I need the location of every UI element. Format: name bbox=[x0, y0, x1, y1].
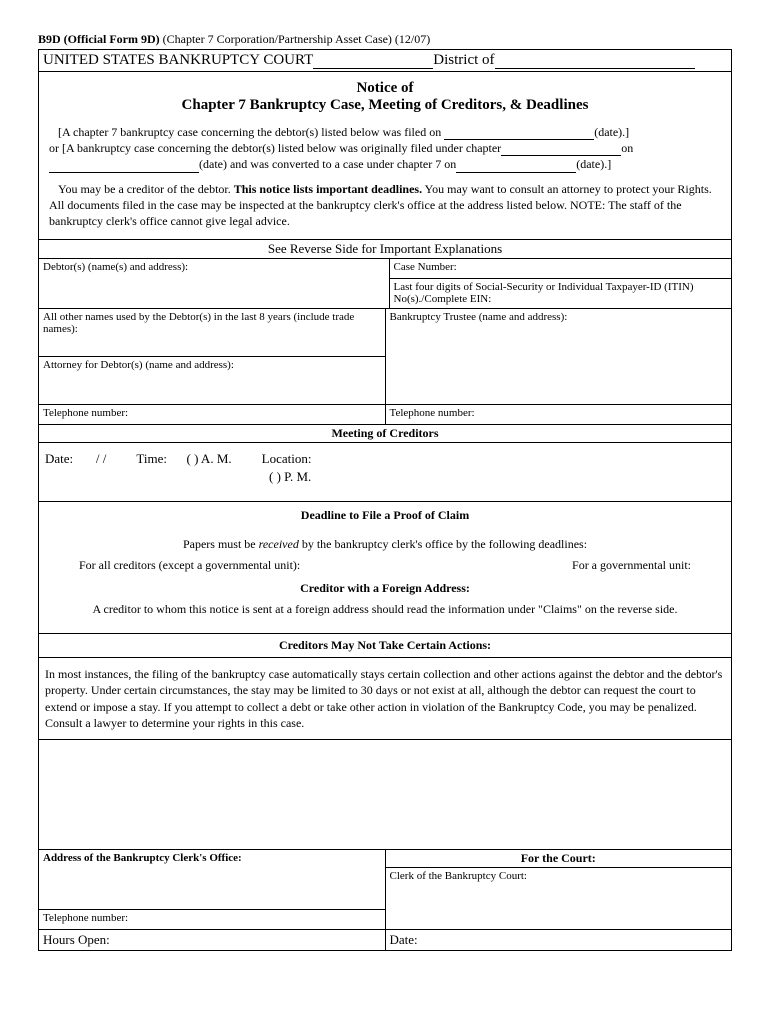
bottom-date-cell: Date: bbox=[386, 930, 732, 950]
other-names-label: All other names used by the Debtor(s) in… bbox=[43, 311, 354, 335]
case-number-label: Case Number: bbox=[394, 261, 457, 273]
intro-l3a: (date) and was converted to a case under… bbox=[199, 157, 456, 171]
form-header: B9D (Official Form 9D) (Chapter 7 Corpor… bbox=[38, 32, 732, 47]
bottom-phone-label: Telephone number: bbox=[43, 912, 128, 924]
meeting-location-label: Location: bbox=[262, 451, 312, 467]
hours-open-label: Hours Open: bbox=[43, 932, 110, 947]
court-line: UNITED STATES BANKRUPTCY COURT District o… bbox=[39, 50, 731, 72]
phone-left-label: Telephone number: bbox=[43, 407, 128, 419]
actions-body: In most instances, the filing of the ban… bbox=[39, 658, 731, 740]
meeting-am: ( ) A. M. bbox=[186, 451, 231, 466]
deadline-p1i: received bbox=[259, 537, 299, 551]
form-header-bold: B9D (Official Form 9D) bbox=[38, 32, 160, 46]
attorney-label: Attorney for Debtor(s) (name and address… bbox=[43, 359, 234, 371]
other-names-cell: All other names used by the Debtor(s) in… bbox=[39, 309, 385, 357]
bottom-date-label: Date: bbox=[390, 932, 418, 947]
intro-l1a: [A chapter 7 bankruptcy case concerning … bbox=[58, 125, 444, 139]
notice-title: Notice of Chapter 7 Bankruptcy Case, Mee… bbox=[39, 72, 731, 118]
attorney-cell: Attorney for Debtor(s) (name and address… bbox=[39, 357, 385, 405]
deadline-left: For all creditors (except a governmental… bbox=[79, 558, 300, 573]
deadline-p1a: Papers must be bbox=[183, 537, 259, 551]
clerk-address-cell: Address of the Bankruptcy Clerk's Office… bbox=[39, 850, 385, 910]
form-frame: UNITED STATES BANKRUPTCY COURT District o… bbox=[38, 49, 732, 951]
intro-l1b: (date).] bbox=[594, 125, 629, 139]
blank-spacer bbox=[39, 740, 731, 850]
court-district: District of bbox=[433, 52, 494, 68]
intro-p2a: You may be a creditor of the debtor. bbox=[58, 182, 234, 196]
clerk-address-label: Address of the Bankruptcy Clerk's Office… bbox=[43, 852, 242, 864]
foreign-head: Creditor with a Foreign Address: bbox=[49, 581, 721, 596]
case-number-cell: Case Number: bbox=[390, 259, 732, 279]
phone-right-label: Telephone number: bbox=[390, 407, 475, 419]
hours-row: Hours Open: Date: bbox=[39, 930, 731, 950]
for-court-head: For the Court: bbox=[386, 850, 732, 868]
reverse-side-head: See Reverse Side for Important Explanati… bbox=[39, 240, 731, 259]
deadline-body: Papers must be received by the bankruptc… bbox=[39, 525, 731, 634]
phone-left-cell: Telephone number: bbox=[39, 405, 385, 425]
debtor-cell: Debtor(s) (name(s) and address): bbox=[39, 259, 390, 309]
meeting-pm: ( ) P. M. bbox=[269, 469, 725, 485]
meeting-time-label: Time: bbox=[136, 451, 167, 466]
deadline-head: Deadline to File a Proof of Claim bbox=[39, 502, 731, 525]
intro-l2a: or [A bankruptcy case concerning the deb… bbox=[49, 141, 501, 155]
meeting-head: Meeting of Creditors bbox=[39, 425, 731, 443]
ssn-label: Last four digits of Social-Security or I… bbox=[394, 281, 694, 305]
meeting-slash: / / bbox=[96, 451, 106, 466]
notice-title-line1: Notice of bbox=[43, 80, 727, 97]
intro-l2b: on bbox=[621, 141, 633, 155]
trustee-label: Bankruptcy Trustee (name and address): bbox=[390, 311, 568, 323]
meeting-date-label: Date: bbox=[45, 451, 73, 466]
notice-title-line2: Chapter 7 Bankruptcy Case, Meeting of Cr… bbox=[43, 97, 727, 114]
trustee-cell: Bankruptcy Trustee (name and address): bbox=[386, 309, 732, 405]
meeting-body: Date: / / Time: ( ) A. M. Location: ( ) … bbox=[39, 443, 731, 502]
intro-l3b: (date).] bbox=[576, 157, 611, 171]
intro-p2bold: This notice lists important deadlines. bbox=[234, 182, 422, 196]
foreign-body: A creditor to whom this notice is sent a… bbox=[49, 602, 721, 617]
clerk-cell: Clerk of the Bankruptcy Court: bbox=[386, 868, 732, 930]
debtor-label: Debtor(s) (name(s) and address): bbox=[43, 261, 188, 273]
hours-open-cell: Hours Open: bbox=[39, 930, 386, 950]
intro-block: [A chapter 7 bankruptcy case concerning … bbox=[39, 118, 731, 240]
form-header-rest: (Chapter 7 Corporation/Partnership Asset… bbox=[160, 32, 431, 46]
deadline-right: For a governmental unit: bbox=[572, 558, 691, 573]
phone-right-cell: Telephone number: bbox=[386, 405, 732, 425]
deadline-p1b: by the bankruptcy clerk's office by the … bbox=[299, 537, 587, 551]
actions-head: Creditors May Not Take Certain Actions: bbox=[39, 634, 731, 658]
ssn-cell: Last four digits of Social-Security or I… bbox=[390, 279, 732, 309]
court-prefix: UNITED STATES BANKRUPTCY COURT bbox=[43, 52, 313, 68]
bottom-phone-cell: Telephone number: bbox=[39, 910, 385, 930]
clerk-label: Clerk of the Bankruptcy Court: bbox=[390, 870, 527, 882]
